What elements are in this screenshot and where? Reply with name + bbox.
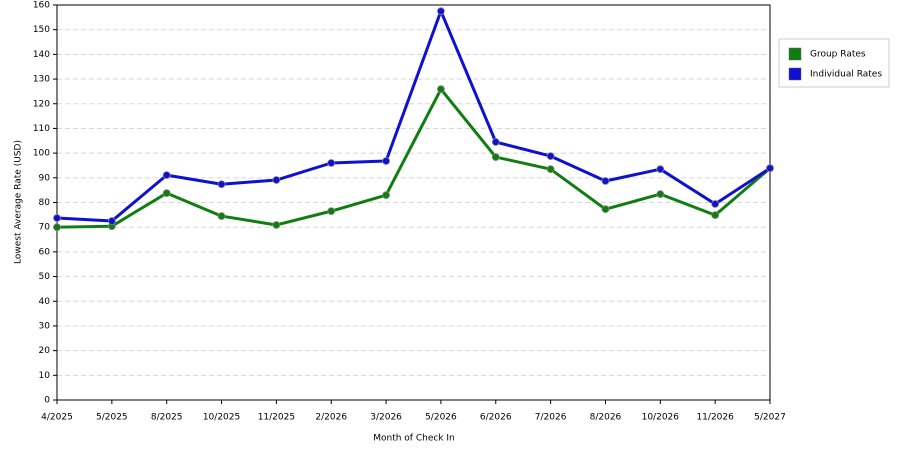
data-point — [437, 7, 445, 16]
data-point — [491, 138, 500, 146]
x-tick-label: 5/2025 — [96, 413, 128, 423]
data-point — [601, 205, 610, 214]
x-tick-label: 11/2025 — [258, 413, 295, 423]
x-tick-label: 7/2026 — [535, 413, 567, 423]
x-tick-label: 10/2025 — [203, 413, 240, 423]
data-point — [217, 180, 226, 189]
y-tick-label: 30 — [39, 321, 51, 331]
legend-swatch — [788, 47, 802, 61]
y-tick-label: 60 — [39, 247, 51, 257]
y-tick-label: 40 — [39, 297, 51, 307]
y-tick-label: 140 — [33, 50, 50, 60]
x-tick-label: 10/2026 — [642, 413, 680, 423]
data-point — [656, 165, 665, 174]
data-point — [546, 152, 555, 160]
y-tick-label: 0 — [44, 396, 50, 406]
data-point — [711, 211, 720, 219]
data-point — [382, 191, 390, 199]
data-point — [491, 153, 500, 161]
data-point — [327, 207, 336, 216]
y-tick-label: 100 — [33, 149, 50, 159]
y-tick-label: 20 — [39, 346, 51, 356]
x-tick-label: 5/2026 — [425, 413, 457, 423]
legend-label: Group Rates — [810, 50, 866, 60]
data-point — [53, 223, 61, 232]
series-line — [56, 9, 771, 223]
y-tick-label: 70 — [39, 223, 51, 233]
y-tick-label: 120 — [33, 99, 50, 109]
x-tick-label: 8/2026 — [590, 413, 622, 423]
y-tick-label: 130 — [33, 75, 50, 85]
x-tick-label: 11/2026 — [696, 413, 734, 423]
legend-label: Individual Rates — [810, 70, 882, 80]
x-tick-label: 4/2025 — [41, 413, 73, 423]
y-tick-label: 90 — [39, 173, 51, 183]
plot-frame — [56, 4, 771, 401]
y-tick-label: 150 — [33, 25, 50, 35]
data-point — [546, 165, 555, 174]
data-point — [217, 212, 226, 220]
x-tick-label: 8/2025 — [151, 413, 183, 423]
x-tick-label: 2/2026 — [315, 413, 347, 423]
data-point — [382, 157, 390, 165]
y-tick-label: 110 — [33, 124, 50, 134]
data-point — [162, 189, 171, 198]
data-point — [711, 200, 720, 208]
y-tick-label: 160 — [33, 1, 50, 11]
data-point — [656, 190, 665, 199]
data-point — [272, 176, 281, 184]
data-point — [272, 221, 281, 229]
data-point — [601, 177, 610, 185]
x-tick-label: 5/2027 — [754, 413, 786, 423]
y-axis-label: Lowest Average Rate (USD) — [14, 140, 24, 264]
series-line — [56, 87, 771, 229]
x-tick-label: 3/2026 — [370, 413, 402, 423]
data-point — [766, 164, 774, 173]
data-point — [162, 171, 171, 179]
y-tick-label: 80 — [39, 198, 51, 208]
data-point — [327, 159, 336, 167]
y-tick-label: 10 — [39, 371, 51, 381]
x-axis-label: Month of Check In — [373, 434, 455, 444]
x-tick-label: 6/2026 — [480, 413, 512, 423]
data-point — [107, 217, 116, 225]
y-tick-label: 50 — [39, 272, 51, 282]
legend-swatch — [788, 67, 802, 81]
data-point — [53, 214, 61, 222]
data-point — [437, 85, 445, 94]
